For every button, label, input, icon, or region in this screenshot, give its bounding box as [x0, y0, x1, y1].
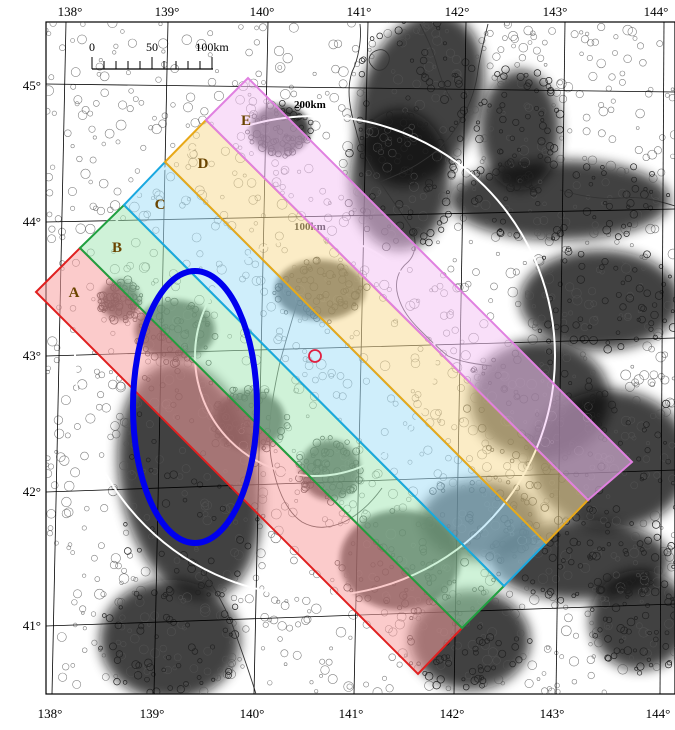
- lon-label-top: 138°: [58, 4, 83, 19]
- band-label: D: [198, 156, 209, 172]
- lat-label: 42°: [23, 484, 41, 499]
- lon-label-bottom: 138°: [38, 706, 63, 721]
- scale-label-100km: 100km: [195, 40, 229, 54]
- band-label: C: [155, 197, 166, 213]
- ring-label-200km: 200km: [294, 99, 326, 111]
- lon-label-bottom: 144°: [646, 706, 671, 721]
- lon-label-top: 140°: [250, 4, 275, 19]
- lon-label-top: 144°: [644, 4, 669, 19]
- scale-label-50: 50: [146, 40, 158, 54]
- band-label: A: [69, 285, 80, 301]
- lon-label-top: 139°: [155, 4, 180, 19]
- lon-label-bottom: 142°: [440, 706, 465, 721]
- lat-label: 44°: [23, 214, 41, 229]
- lon-label-bottom: 141°: [339, 706, 364, 721]
- lat-label: 45°: [23, 78, 41, 93]
- lon-label-bottom: 143°: [540, 706, 565, 721]
- lon-label-bottom: 140°: [240, 706, 265, 721]
- scale-label-0: 0: [89, 40, 95, 54]
- lon-label-top: 141°: [347, 4, 372, 19]
- lon-label-top: 142°: [445, 4, 470, 19]
- latitude-labels: 45° 44° 43° 42° 41°: [23, 78, 41, 633]
- lon-label-top: 143°: [543, 4, 568, 19]
- lat-label: 41°: [23, 618, 41, 633]
- band-label: E: [241, 113, 251, 129]
- band-label: B: [112, 240, 122, 256]
- lat-label: 43°: [23, 348, 41, 363]
- lon-label-bottom: 139°: [140, 706, 165, 721]
